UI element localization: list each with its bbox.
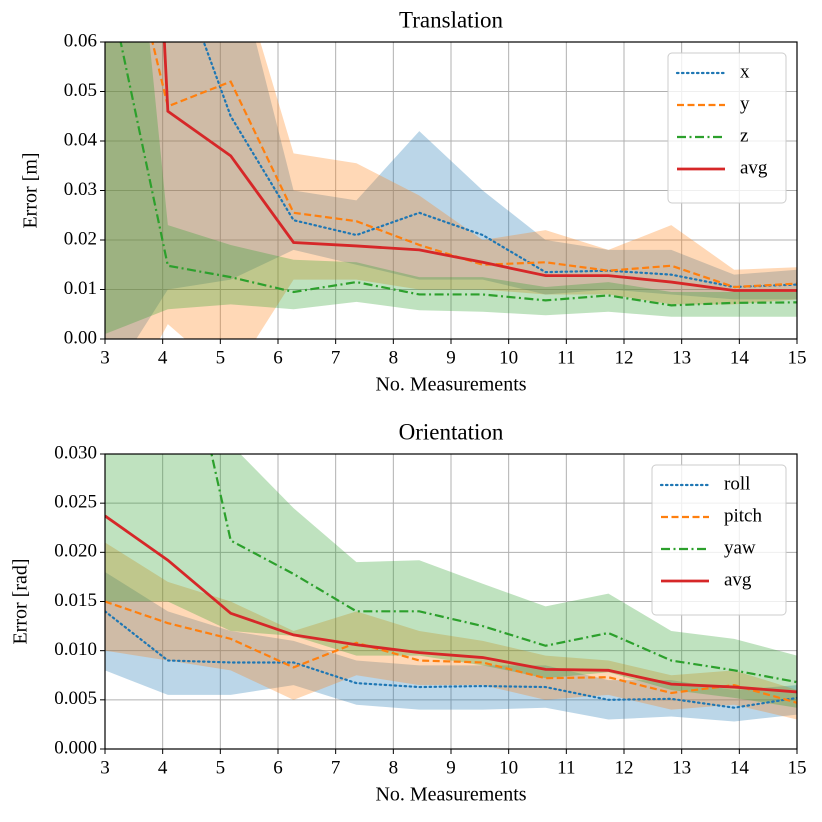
x-tick-label: 8: [389, 347, 399, 368]
y-tick-label: 0.010: [54, 639, 97, 660]
error-band: [105, 454, 797, 708]
plot-area: [105, 42, 797, 339]
x-tick-label: 12: [615, 347, 634, 368]
y-axis-label: Error [rad]: [10, 558, 32, 644]
series-line: [202, 42, 797, 289]
axes-frame: [104, 41, 798, 340]
legend-label: x: [740, 61, 750, 82]
x-tick-label: 11: [557, 757, 575, 778]
x-tick-label: 5: [216, 757, 226, 778]
legend-box: [667, 52, 787, 204]
error-band: [105, 42, 797, 339]
y-tick-label: 0.030: [54, 442, 97, 463]
series-line: [105, 610, 797, 709]
legend-label: yaw: [724, 537, 756, 558]
legend-label: pitch: [724, 505, 762, 526]
x-tick-label: 7: [331, 347, 341, 368]
x-tick-label: 14: [730, 757, 750, 778]
y-tick-label: 0.01: [64, 278, 97, 299]
x-tick-label: 4: [158, 347, 168, 368]
chart-title: Orientation: [399, 419, 504, 444]
y-axis-label: Error [m]: [20, 152, 42, 228]
x-axis-label: No. Measurements: [375, 784, 526, 806]
x-tick-label: 9: [446, 757, 456, 778]
x-tick-label: 15: [788, 757, 807, 778]
series-line: [105, 600, 797, 704]
x-tick-label: 10: [499, 347, 518, 368]
y-tick-label: 0.020: [54, 541, 97, 562]
series-line: [162, 42, 797, 292]
legend-label: z: [740, 125, 748, 146]
series-line: [105, 514, 797, 694]
x-tick-label: 9: [446, 347, 456, 368]
error-band: [105, 42, 797, 339]
x-tick-label: 5: [216, 347, 226, 368]
y-tick-label: 0.06: [64, 30, 97, 51]
x-tick-label: 3: [100, 757, 110, 778]
legend-label: roll: [724, 473, 750, 494]
plot-area: [105, 454, 797, 722]
x-tick-label: 6: [273, 347, 283, 368]
y-tick-label: 0.05: [64, 80, 97, 101]
x-tick-label: 10: [499, 757, 518, 778]
error-band: [105, 542, 797, 720]
x-axis-label: No. Measurements: [375, 374, 526, 396]
error-band: [105, 572, 797, 722]
y-tick-label: 0.000: [54, 737, 97, 758]
y-tick-label: 0.02: [64, 228, 97, 249]
y-tick-label: 0.015: [54, 590, 97, 611]
x-tick-label: 13: [672, 347, 691, 368]
x-tick-label: 14: [730, 347, 750, 368]
x-tick-label: 11: [557, 347, 575, 368]
x-tick-label: 15: [788, 347, 807, 368]
y-tick-label: 0.03: [64, 179, 97, 200]
chart-title: Translation: [399, 7, 503, 32]
x-tick-label: 8: [389, 757, 399, 778]
legend-label: avg: [724, 569, 752, 590]
x-tick-label: 3: [100, 347, 110, 368]
error-band: [105, 42, 797, 335]
x-tick-label: 12: [615, 757, 634, 778]
x-tick-label: 7: [331, 757, 341, 778]
axes-frame: [104, 453, 798, 750]
y-tick-label: 0.00: [64, 327, 97, 348]
y-tick-label: 0.005: [54, 688, 97, 709]
x-tick-label: 4: [158, 757, 168, 778]
legend-label: avg: [740, 157, 768, 178]
series-line: [210, 454, 797, 684]
series-line: [119, 42, 797, 307]
x-tick-label: 6: [273, 757, 283, 778]
y-tick-label: 0.04: [64, 129, 98, 150]
y-tick-label: 0.025: [54, 492, 97, 513]
x-tick-label: 13: [672, 757, 691, 778]
legend-box: [651, 464, 787, 616]
legend-label: y: [740, 93, 750, 114]
